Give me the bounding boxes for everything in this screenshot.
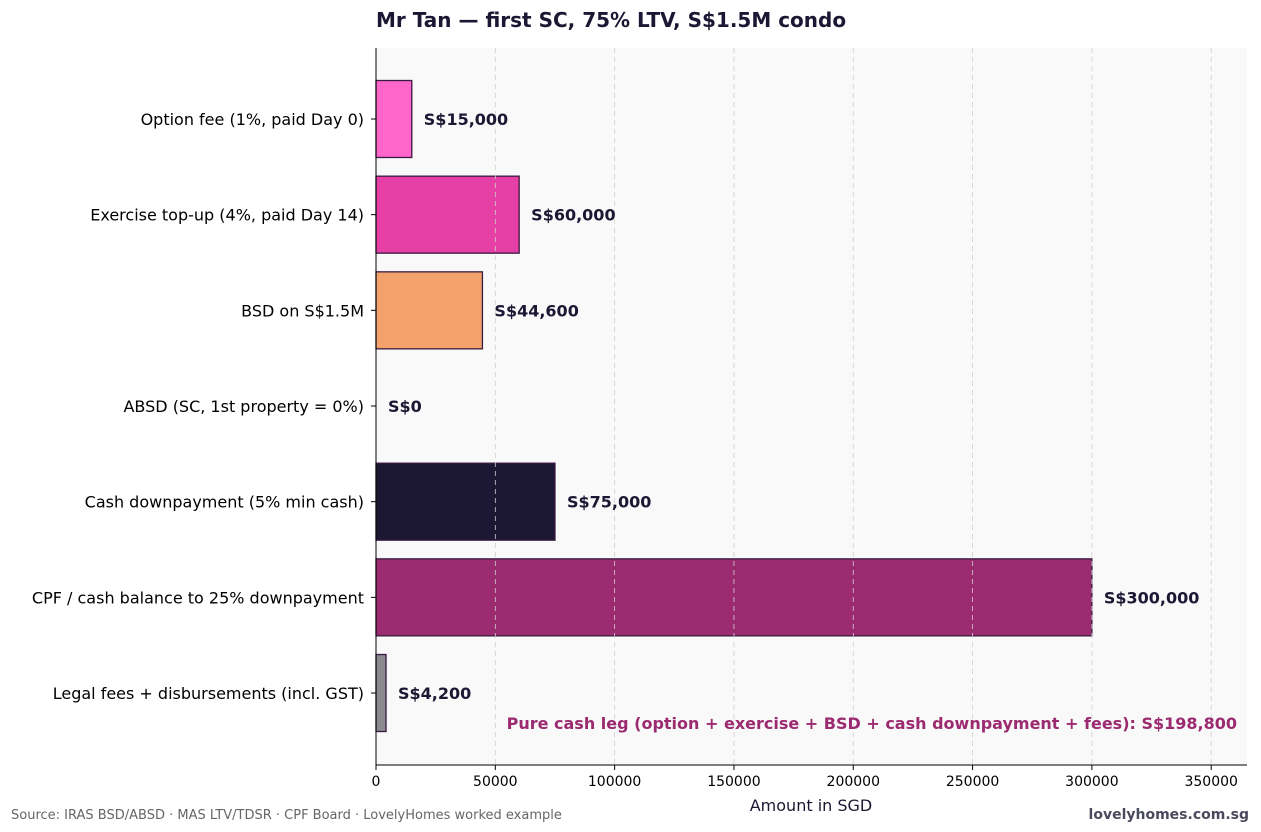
value-label-6: S$4,200 — [398, 684, 471, 703]
value-label-5: S$300,000 — [1104, 588, 1200, 607]
value-label-3: S$0 — [388, 397, 422, 416]
bar-6 — [375, 653, 387, 733]
category-label-2: BSD on S$1.5M — [241, 301, 364, 320]
x-tick-label-2: 100000 — [588, 774, 641, 790]
gridlines — [494, 48, 1212, 765]
bar-1 — [375, 175, 520, 254]
category-label-1: Exercise top-up (4%, paid Day 14) — [90, 206, 364, 225]
x-tick-label-1: 50000 — [473, 774, 518, 790]
category-label-0: Option fee (1%, paid Day 0) — [141, 110, 364, 129]
value-labels: S$15,000 S$60,000 S$44,600 S$0 S$75,000 S$300… — [388, 110, 1199, 703]
value-label-1: S$60,000 — [531, 206, 615, 225]
brand-mark: lovelyhomes.com.sg — [1089, 807, 1249, 823]
value-label-0: S$15,000 — [424, 110, 508, 129]
source-note: Source: IRAS BSD/ABSD · MAS LTV/TDSR · C… — [11, 808, 562, 823]
category-labels: Option fee (1%, paid Day 0) Exercise top-… — [32, 110, 376, 703]
value-label-4: S$75,000 — [567, 493, 651, 512]
x-tick-label-0: 0 — [372, 774, 381, 790]
category-label-5: CPF / cash balance to 25% downpayment — [32, 588, 364, 607]
plot-area — [376, 48, 1247, 765]
bar-4 — [375, 462, 556, 541]
x-tick-label-6: 300000 — [1065, 774, 1118, 790]
x-tick-label-4: 200000 — [827, 774, 880, 790]
chart-title: Mr Tan — first SC, 75% LTV, S$1.5M condo — [376, 8, 846, 32]
category-label-4: Cash downpayment (5% min cash) — [85, 493, 364, 512]
category-label-6: Legal fees + disbursements (incl. GST) — [53, 684, 364, 703]
x-ticks: 0 50000 100000 150000 200000 250000 300000 3500… — [372, 765, 1238, 790]
x-tick-label-3: 150000 — [707, 774, 760, 790]
cash-leg-annotation: Pure cash leg (option + exercise + BSD +… — [507, 714, 1237, 733]
x-tick-label-7: 350000 — [1184, 774, 1237, 790]
value-label-2: S$44,600 — [494, 301, 578, 320]
bar-2 — [375, 271, 484, 350]
bar-0 — [375, 79, 413, 159]
x-tick-label-5: 250000 — [946, 774, 999, 790]
category-label-3: ABSD (SC, 1st property = 0%) — [123, 397, 364, 416]
x-axis-title: Amount in SGD — [750, 796, 873, 815]
